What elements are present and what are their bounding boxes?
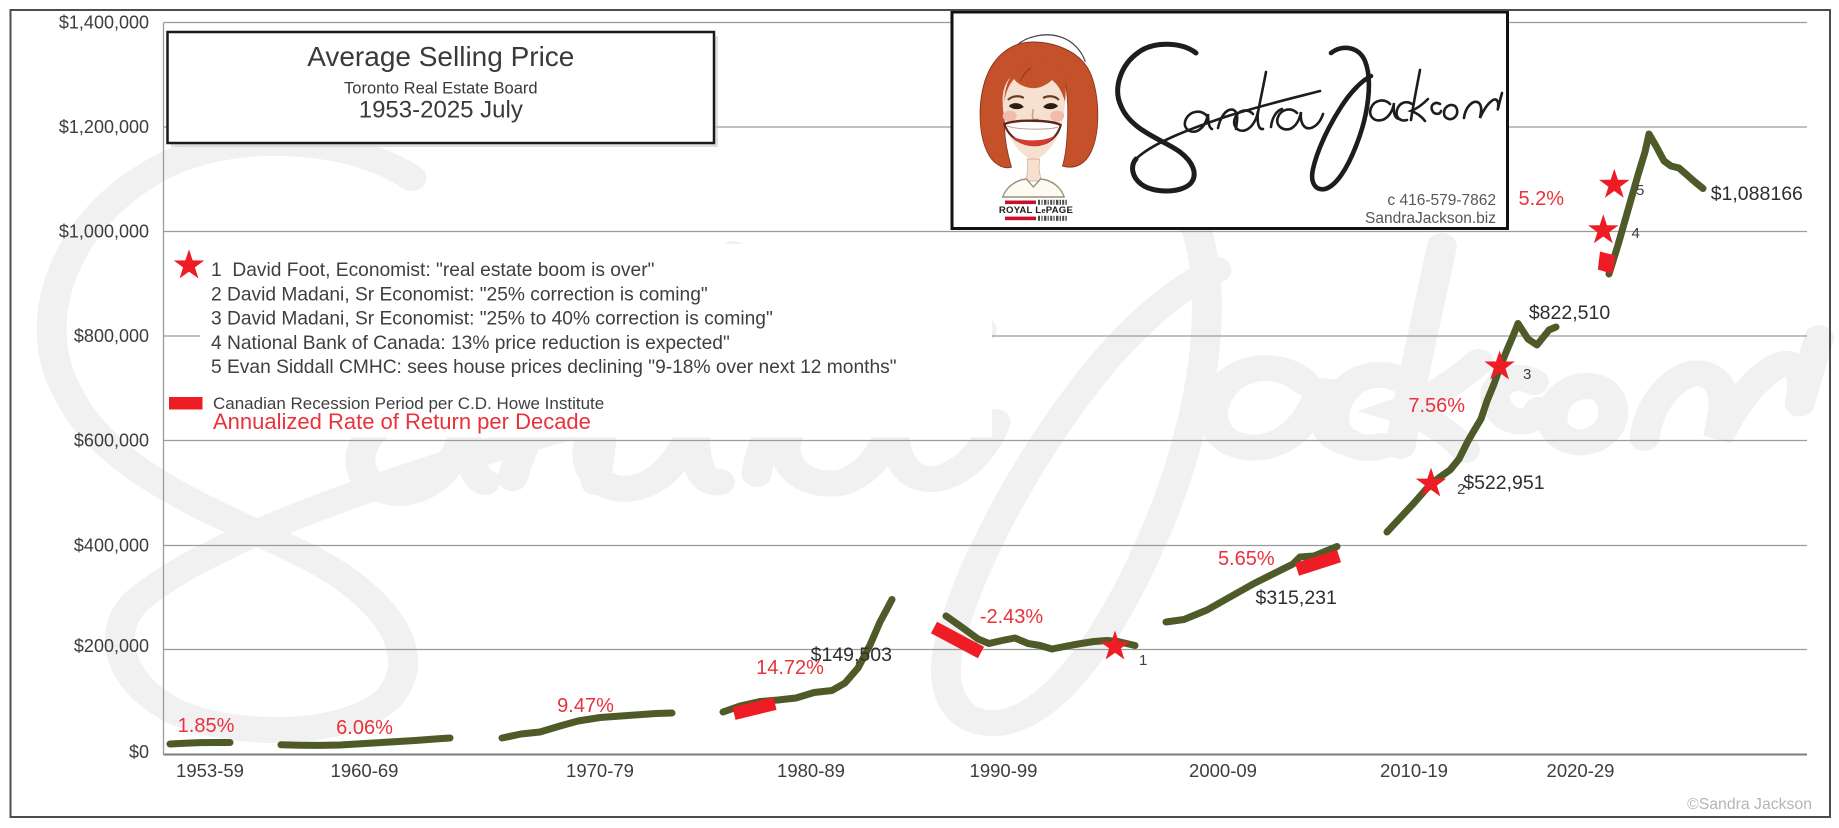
svg-text:$149,503: $149,503 bbox=[811, 644, 892, 666]
svg-text:$400,000: $400,000 bbox=[74, 536, 149, 556]
svg-text:1990-99: 1990-99 bbox=[970, 760, 1038, 781]
svg-text:2: 2 bbox=[1457, 481, 1465, 498]
svg-text:2010-19: 2010-19 bbox=[1380, 760, 1448, 781]
svg-text:$1,000,000: $1,000,000 bbox=[59, 222, 149, 242]
svg-text:c 416-579-7862: c 416-579-7862 bbox=[1387, 192, 1496, 209]
svg-text:SandraJackson.biz: SandraJackson.biz bbox=[1365, 210, 1496, 227]
svg-text:6.06%: 6.06% bbox=[336, 717, 393, 739]
svg-text:$200,000: $200,000 bbox=[74, 636, 149, 656]
svg-text:2 David Madani, Sr Economist:: 2 David Madani, Sr Economist: "25% corre… bbox=[211, 284, 708, 305]
svg-text:©Sandra Jackson: ©Sandra Jackson bbox=[1687, 796, 1812, 813]
svg-text:5.2%: 5.2% bbox=[1519, 188, 1565, 210]
svg-text:1970-79: 1970-79 bbox=[566, 760, 634, 781]
svg-text:7.56%: 7.56% bbox=[1408, 395, 1465, 417]
svg-text:Average Selling Price: Average Selling Price bbox=[307, 41, 574, 72]
svg-text:1.85%: 1.85% bbox=[178, 715, 235, 737]
svg-text:$822,510: $822,510 bbox=[1529, 302, 1610, 324]
svg-text:5 Evan Siddall CMHC: sees hous: 5 Evan Siddall CMHC: sees house prices d… bbox=[211, 357, 897, 378]
svg-text:1953-2025 July: 1953-2025 July bbox=[359, 97, 523, 124]
svg-text:4 National Bank of Canada: 13%: 4 National Bank of Canada: 13% price red… bbox=[211, 333, 730, 354]
svg-text:14.72%: 14.72% bbox=[756, 657, 824, 679]
svg-text:$1,400,000: $1,400,000 bbox=[59, 13, 149, 33]
svg-text:1953-59: 1953-59 bbox=[176, 760, 244, 781]
svg-text:Toronto Real Estate Board: Toronto Real Estate Board bbox=[344, 80, 538, 98]
svg-text:$1,200,000: $1,200,000 bbox=[59, 117, 149, 137]
svg-text:$0: $0 bbox=[129, 742, 149, 762]
svg-text:$600,000: $600,000 bbox=[74, 431, 149, 451]
svg-text:Annualized Rate of Return per: Annualized Rate of Return per Decade bbox=[213, 409, 591, 434]
svg-text:2000-09: 2000-09 bbox=[1189, 760, 1257, 781]
svg-text:2020-29: 2020-29 bbox=[1547, 760, 1615, 781]
svg-text:$1,088166: $1,088166 bbox=[1711, 183, 1803, 205]
svg-text:5.65%: 5.65% bbox=[1218, 548, 1275, 570]
svg-text:$522,951: $522,951 bbox=[1463, 472, 1544, 494]
svg-text:5: 5 bbox=[1636, 182, 1644, 199]
svg-text:3: 3 bbox=[1523, 366, 1531, 383]
svg-text:$315,231: $315,231 bbox=[1256, 587, 1337, 609]
svg-text:1980-89: 1980-89 bbox=[777, 760, 845, 781]
svg-text:3 David Madani, Sr Economist:: 3 David Madani, Sr Economist: "25% to 40… bbox=[211, 309, 773, 330]
svg-text:Canadian Recession Period per: Canadian Recession Period per C.D. Howe … bbox=[213, 394, 604, 413]
svg-text:1 David Foot, Economist: "rea: 1 David Foot, Economist: "real estate bo… bbox=[211, 260, 654, 281]
svg-text:$800,000: $800,000 bbox=[74, 326, 149, 346]
svg-text:4: 4 bbox=[1632, 225, 1640, 242]
svg-text:1: 1 bbox=[1139, 652, 1147, 669]
svg-text:1960-69: 1960-69 bbox=[331, 760, 399, 781]
svg-text:ROYAL LePAGE: ROYAL LePAGE bbox=[999, 205, 1074, 216]
svg-text:-2.43%: -2.43% bbox=[980, 606, 1044, 628]
svg-text:9.47%: 9.47% bbox=[557, 695, 614, 717]
